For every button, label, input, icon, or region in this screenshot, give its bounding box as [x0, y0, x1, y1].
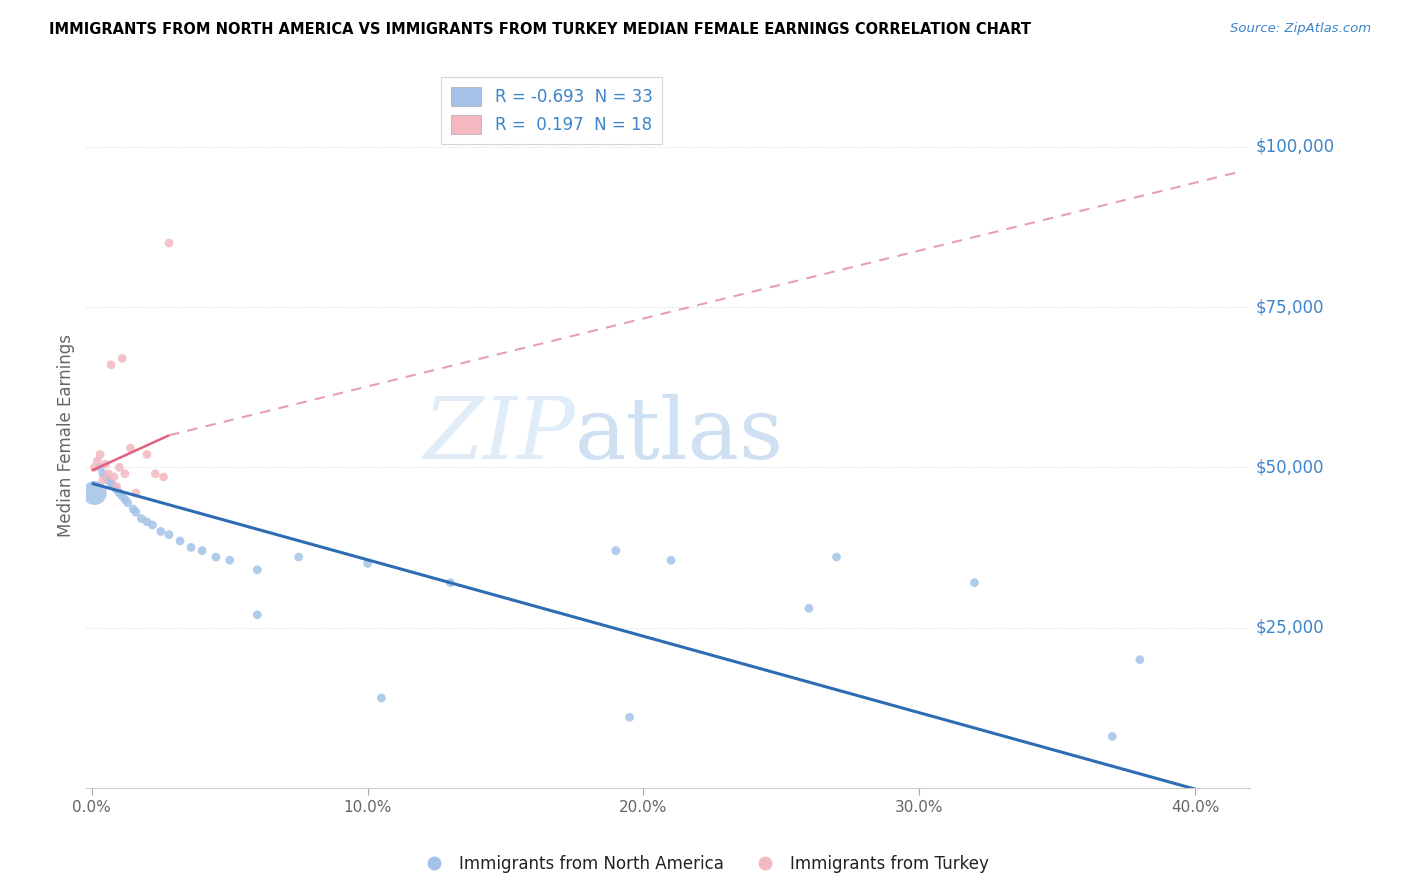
Point — [191, 543, 214, 558]
Point — [117, 495, 139, 509]
Point — [97, 467, 120, 481]
Point — [114, 467, 136, 481]
Point — [152, 470, 174, 484]
Point — [83, 486, 105, 500]
Point — [100, 358, 122, 372]
Text: $75,000: $75,000 — [1256, 298, 1324, 316]
Point — [157, 235, 180, 250]
Point — [89, 460, 111, 475]
Point — [97, 473, 120, 487]
Text: Source: ZipAtlas.com: Source: ZipAtlas.com — [1230, 22, 1371, 36]
Point — [246, 607, 269, 622]
Point — [103, 479, 125, 493]
Point — [100, 476, 122, 491]
Legend: Immigrants from North America, Immigrants from Turkey: Immigrants from North America, Immigrant… — [411, 848, 995, 880]
Point — [218, 553, 240, 567]
Text: atlas: atlas — [575, 393, 785, 477]
Point — [141, 518, 163, 533]
Point — [1101, 730, 1123, 744]
Point — [103, 470, 125, 484]
Point — [108, 460, 131, 475]
Point — [125, 486, 148, 500]
Y-axis label: Median Female Earnings: Median Female Earnings — [58, 334, 75, 537]
Text: $100,000: $100,000 — [1256, 138, 1336, 156]
Point — [94, 457, 117, 471]
Text: $25,000: $25,000 — [1256, 618, 1324, 637]
Point — [111, 489, 134, 503]
Point — [105, 483, 128, 497]
Point — [287, 550, 309, 565]
Point — [797, 601, 820, 615]
Point — [439, 575, 461, 590]
Point — [131, 511, 153, 525]
Point — [120, 441, 142, 455]
Point — [136, 448, 159, 462]
Text: ZIP: ZIP — [423, 394, 575, 476]
Point — [370, 691, 392, 706]
Point — [111, 351, 134, 366]
Point — [356, 557, 378, 571]
Point — [136, 515, 159, 529]
Legend: R = -0.693  N = 33, R =  0.197  N = 18: R = -0.693 N = 33, R = 0.197 N = 18 — [441, 77, 662, 144]
Point — [180, 541, 202, 555]
Text: IMMIGRANTS FROM NORTH AMERICA VS IMMIGRANTS FROM TURKEY MEDIAN FEMALE EARNINGS C: IMMIGRANTS FROM NORTH AMERICA VS IMMIGRA… — [49, 22, 1031, 37]
Point — [1129, 652, 1152, 666]
Point — [149, 524, 172, 539]
Point — [157, 527, 180, 541]
Point — [825, 550, 848, 565]
Point — [91, 467, 114, 481]
Point — [963, 575, 986, 590]
Point — [205, 550, 228, 565]
Point — [125, 505, 148, 519]
Point — [619, 710, 641, 724]
Point — [94, 470, 117, 484]
Point — [605, 543, 627, 558]
Point — [89, 448, 111, 462]
Point — [83, 460, 105, 475]
Text: $50,000: $50,000 — [1256, 458, 1324, 476]
Point — [122, 502, 145, 516]
Point — [86, 454, 108, 468]
Point — [659, 553, 682, 567]
Point — [105, 479, 128, 493]
Point — [91, 473, 114, 487]
Point — [108, 486, 131, 500]
Point — [143, 467, 166, 481]
Point — [114, 492, 136, 507]
Point — [169, 534, 191, 549]
Point — [246, 563, 269, 577]
